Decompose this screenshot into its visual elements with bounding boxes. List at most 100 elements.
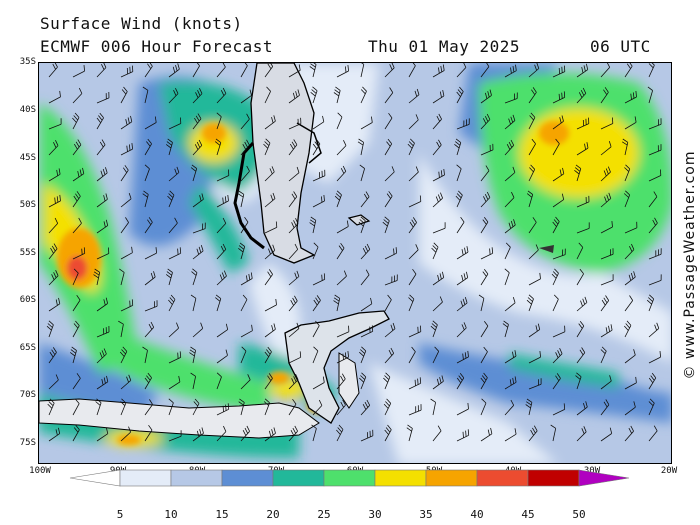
wind-barb xyxy=(119,346,128,364)
wind-barb xyxy=(359,164,365,182)
wind-barb xyxy=(384,166,395,182)
latitude-label: 75S xyxy=(19,438,36,448)
wind-barb xyxy=(144,138,152,156)
wind-barb xyxy=(96,427,109,442)
wind-barb xyxy=(456,118,470,130)
wind-barb xyxy=(336,373,346,390)
wind-barb xyxy=(165,268,173,286)
wind-barb xyxy=(48,297,61,312)
wind-barb xyxy=(576,268,584,286)
wind-barb xyxy=(144,399,153,416)
wind-barb xyxy=(168,117,182,130)
wind-barb xyxy=(528,244,539,260)
wind-barb xyxy=(168,247,182,260)
wind-barb xyxy=(96,375,109,390)
legend-swatch xyxy=(527,469,580,487)
wind-barb xyxy=(621,138,629,156)
wind-barb xyxy=(264,221,278,234)
wind-barb xyxy=(600,346,607,364)
wind-barb xyxy=(552,403,566,416)
wind-barb xyxy=(408,63,416,78)
wind-barb xyxy=(336,399,346,416)
wind-barb xyxy=(192,322,204,338)
wind-barb xyxy=(528,272,541,286)
wind-barb xyxy=(504,242,511,260)
wind-barb xyxy=(648,191,658,208)
wind-barb xyxy=(528,138,536,156)
wind-barb xyxy=(480,268,489,286)
wind-barb xyxy=(408,346,416,364)
wind-barb xyxy=(120,65,134,78)
wind-map xyxy=(38,62,672,464)
wind-barb xyxy=(95,398,102,416)
wind-barb xyxy=(240,63,248,78)
wind-barb xyxy=(93,268,101,286)
wind-barb xyxy=(72,167,85,182)
wind-barb xyxy=(142,190,149,208)
wind-barb xyxy=(264,373,273,390)
wind-barb xyxy=(192,427,204,442)
wind-barb xyxy=(336,424,344,442)
wind-barb xyxy=(528,217,537,234)
wind-barb xyxy=(96,325,110,338)
wind-barb xyxy=(120,398,127,416)
wind-barb xyxy=(384,424,392,442)
wind-barb xyxy=(288,191,298,208)
wind-barb xyxy=(216,63,226,78)
wind-barb xyxy=(552,91,566,104)
wind-barb xyxy=(576,142,589,156)
wind-barb xyxy=(192,244,204,260)
latitude-label: 65S xyxy=(19,343,36,353)
wind-barb xyxy=(408,166,419,182)
wind-barb xyxy=(576,117,590,130)
legend-swatch xyxy=(323,469,376,487)
wind-barb xyxy=(168,294,176,312)
wind-barb xyxy=(456,164,462,182)
wind-barb xyxy=(552,115,564,130)
wind-barb xyxy=(360,86,367,104)
wind-barb xyxy=(240,113,250,130)
wind-barb xyxy=(48,63,58,78)
latitude-label: 70S xyxy=(19,390,36,400)
wind-barb xyxy=(288,295,298,312)
wind-barb xyxy=(288,322,300,338)
wind-barb xyxy=(528,164,536,182)
wind-barb xyxy=(144,217,153,234)
wind-barb xyxy=(575,372,582,390)
wind-barb xyxy=(504,399,515,416)
wind-barb xyxy=(190,294,197,312)
wind-barb xyxy=(120,246,133,260)
wind-barb xyxy=(288,89,300,104)
wind-barb xyxy=(648,144,662,156)
wind-barb xyxy=(240,139,250,156)
wind-barb xyxy=(48,374,59,390)
wind-barb xyxy=(336,65,349,78)
wind-barb xyxy=(264,115,276,130)
wind-barb xyxy=(360,243,371,260)
wind-barb xyxy=(504,428,517,442)
wind-barb xyxy=(48,118,62,130)
wind-barb xyxy=(648,169,662,182)
wind-barb xyxy=(480,216,489,234)
wind-barb xyxy=(624,116,637,130)
wind-barb xyxy=(600,166,611,182)
wind-barb xyxy=(288,398,297,416)
wind-barb xyxy=(408,268,417,286)
wind-barb xyxy=(336,220,349,234)
wind-barb xyxy=(384,274,398,286)
wind-barb xyxy=(408,404,422,416)
wind-barb xyxy=(69,346,77,364)
wind-barb xyxy=(144,63,153,78)
wind-barb xyxy=(360,429,374,442)
wind-barb xyxy=(360,297,373,312)
wind-barb xyxy=(309,63,317,78)
wind-barb xyxy=(526,294,534,312)
wind-barb xyxy=(408,377,422,390)
wind-barb xyxy=(72,424,80,442)
wind-barb xyxy=(47,398,55,416)
wind-barb xyxy=(72,112,80,130)
wind-barb xyxy=(168,322,179,338)
latitude-label: 35S xyxy=(19,57,36,67)
wind-barb xyxy=(528,112,536,130)
latitude-label: 50S xyxy=(19,200,36,210)
